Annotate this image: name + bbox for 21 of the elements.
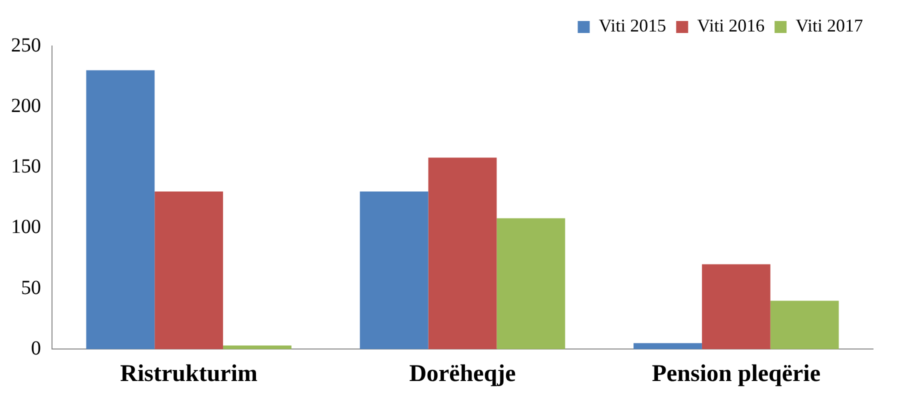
bar bbox=[360, 192, 428, 350]
bar bbox=[496, 218, 566, 350]
x-tick-label: Pension pleqërie bbox=[652, 360, 821, 387]
bar bbox=[428, 158, 497, 350]
bar bbox=[634, 343, 702, 350]
bar bbox=[702, 264, 770, 350]
legend-label: Viti 2015 bbox=[598, 16, 666, 36]
bar bbox=[154, 192, 224, 350]
x-tick-label: Dorëheqje bbox=[409, 360, 516, 387]
x-tick-label: Ristrukturim bbox=[120, 360, 258, 387]
legend-label: Viti 2016 bbox=[697, 16, 765, 36]
y-tick-label: 200 bbox=[11, 94, 41, 117]
legend-label: Viti 2017 bbox=[796, 16, 863, 36]
bar bbox=[86, 70, 155, 350]
y-tick-label: 250 bbox=[11, 34, 41, 56]
bar bbox=[770, 300, 839, 350]
y-tick-label: 0 bbox=[31, 337, 41, 360]
bar bbox=[223, 346, 292, 350]
y-tick-label: 50 bbox=[21, 276, 41, 299]
y-tick-label: 150 bbox=[11, 156, 41, 178]
y-tick-label: 100 bbox=[11, 216, 41, 238]
